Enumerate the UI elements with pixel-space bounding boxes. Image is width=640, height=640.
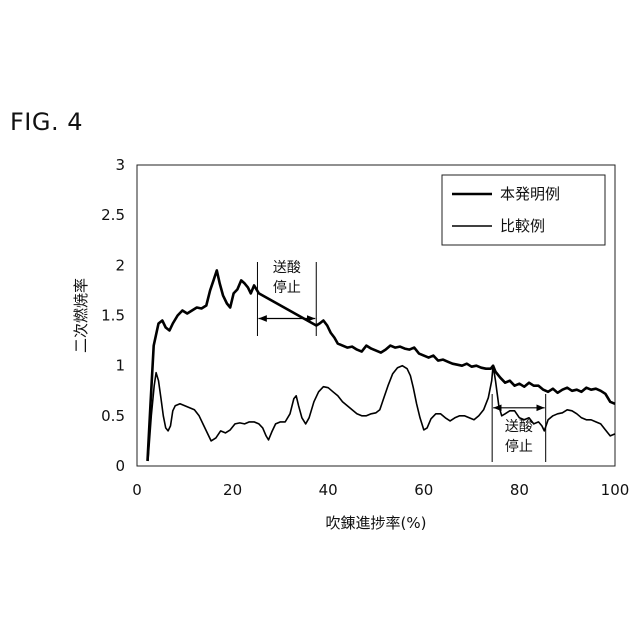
annotation-label-line2: 停止 (505, 438, 533, 455)
x-tick-labels: 0 20 40 60 80 100 (132, 481, 629, 499)
annotation-label-line2: 停止 (273, 279, 301, 296)
figure-label: FIG. 4 (10, 108, 84, 136)
series-lines (146, 269, 616, 462)
axes (136, 164, 616, 467)
y-tick-label: 0 (115, 457, 125, 475)
y-tick-label: 2 (115, 256, 125, 274)
annotation-label-line1: 送酸 (273, 260, 301, 276)
series-line-2 (147, 364, 616, 462)
series-line-1 (146, 269, 616, 462)
y-axis-title: 二次燃焼率 (72, 278, 90, 353)
x-tick-label: 0 (132, 481, 142, 499)
legend-label-2: 比較例 (500, 217, 545, 235)
y-tick-label: 0.5 (101, 407, 125, 425)
legend-label-1: 本発明例 (500, 185, 560, 203)
y-tick-label: 3 (115, 156, 125, 174)
legend-box (441, 174, 606, 246)
x-tick-label: 100 (601, 481, 630, 499)
annotation-label-line1: 送酸 (505, 419, 533, 435)
x-tick-label: 80 (510, 481, 529, 499)
y-tick-label: 2.5 (101, 206, 125, 224)
y-tick-label: 1 (115, 357, 125, 375)
x-tick-label: 40 (319, 481, 338, 499)
x-axis-title: 吹錬進捗率(%) (326, 514, 427, 532)
y-tick-label: 1.5 (101, 307, 125, 325)
x-tick-label: 60 (414, 481, 433, 499)
plot-frame (136, 164, 616, 467)
y-tick-labels: 0 0.5 1 1.5 2 2.5 3 (101, 156, 125, 475)
x-tick-label: 20 (223, 481, 242, 499)
